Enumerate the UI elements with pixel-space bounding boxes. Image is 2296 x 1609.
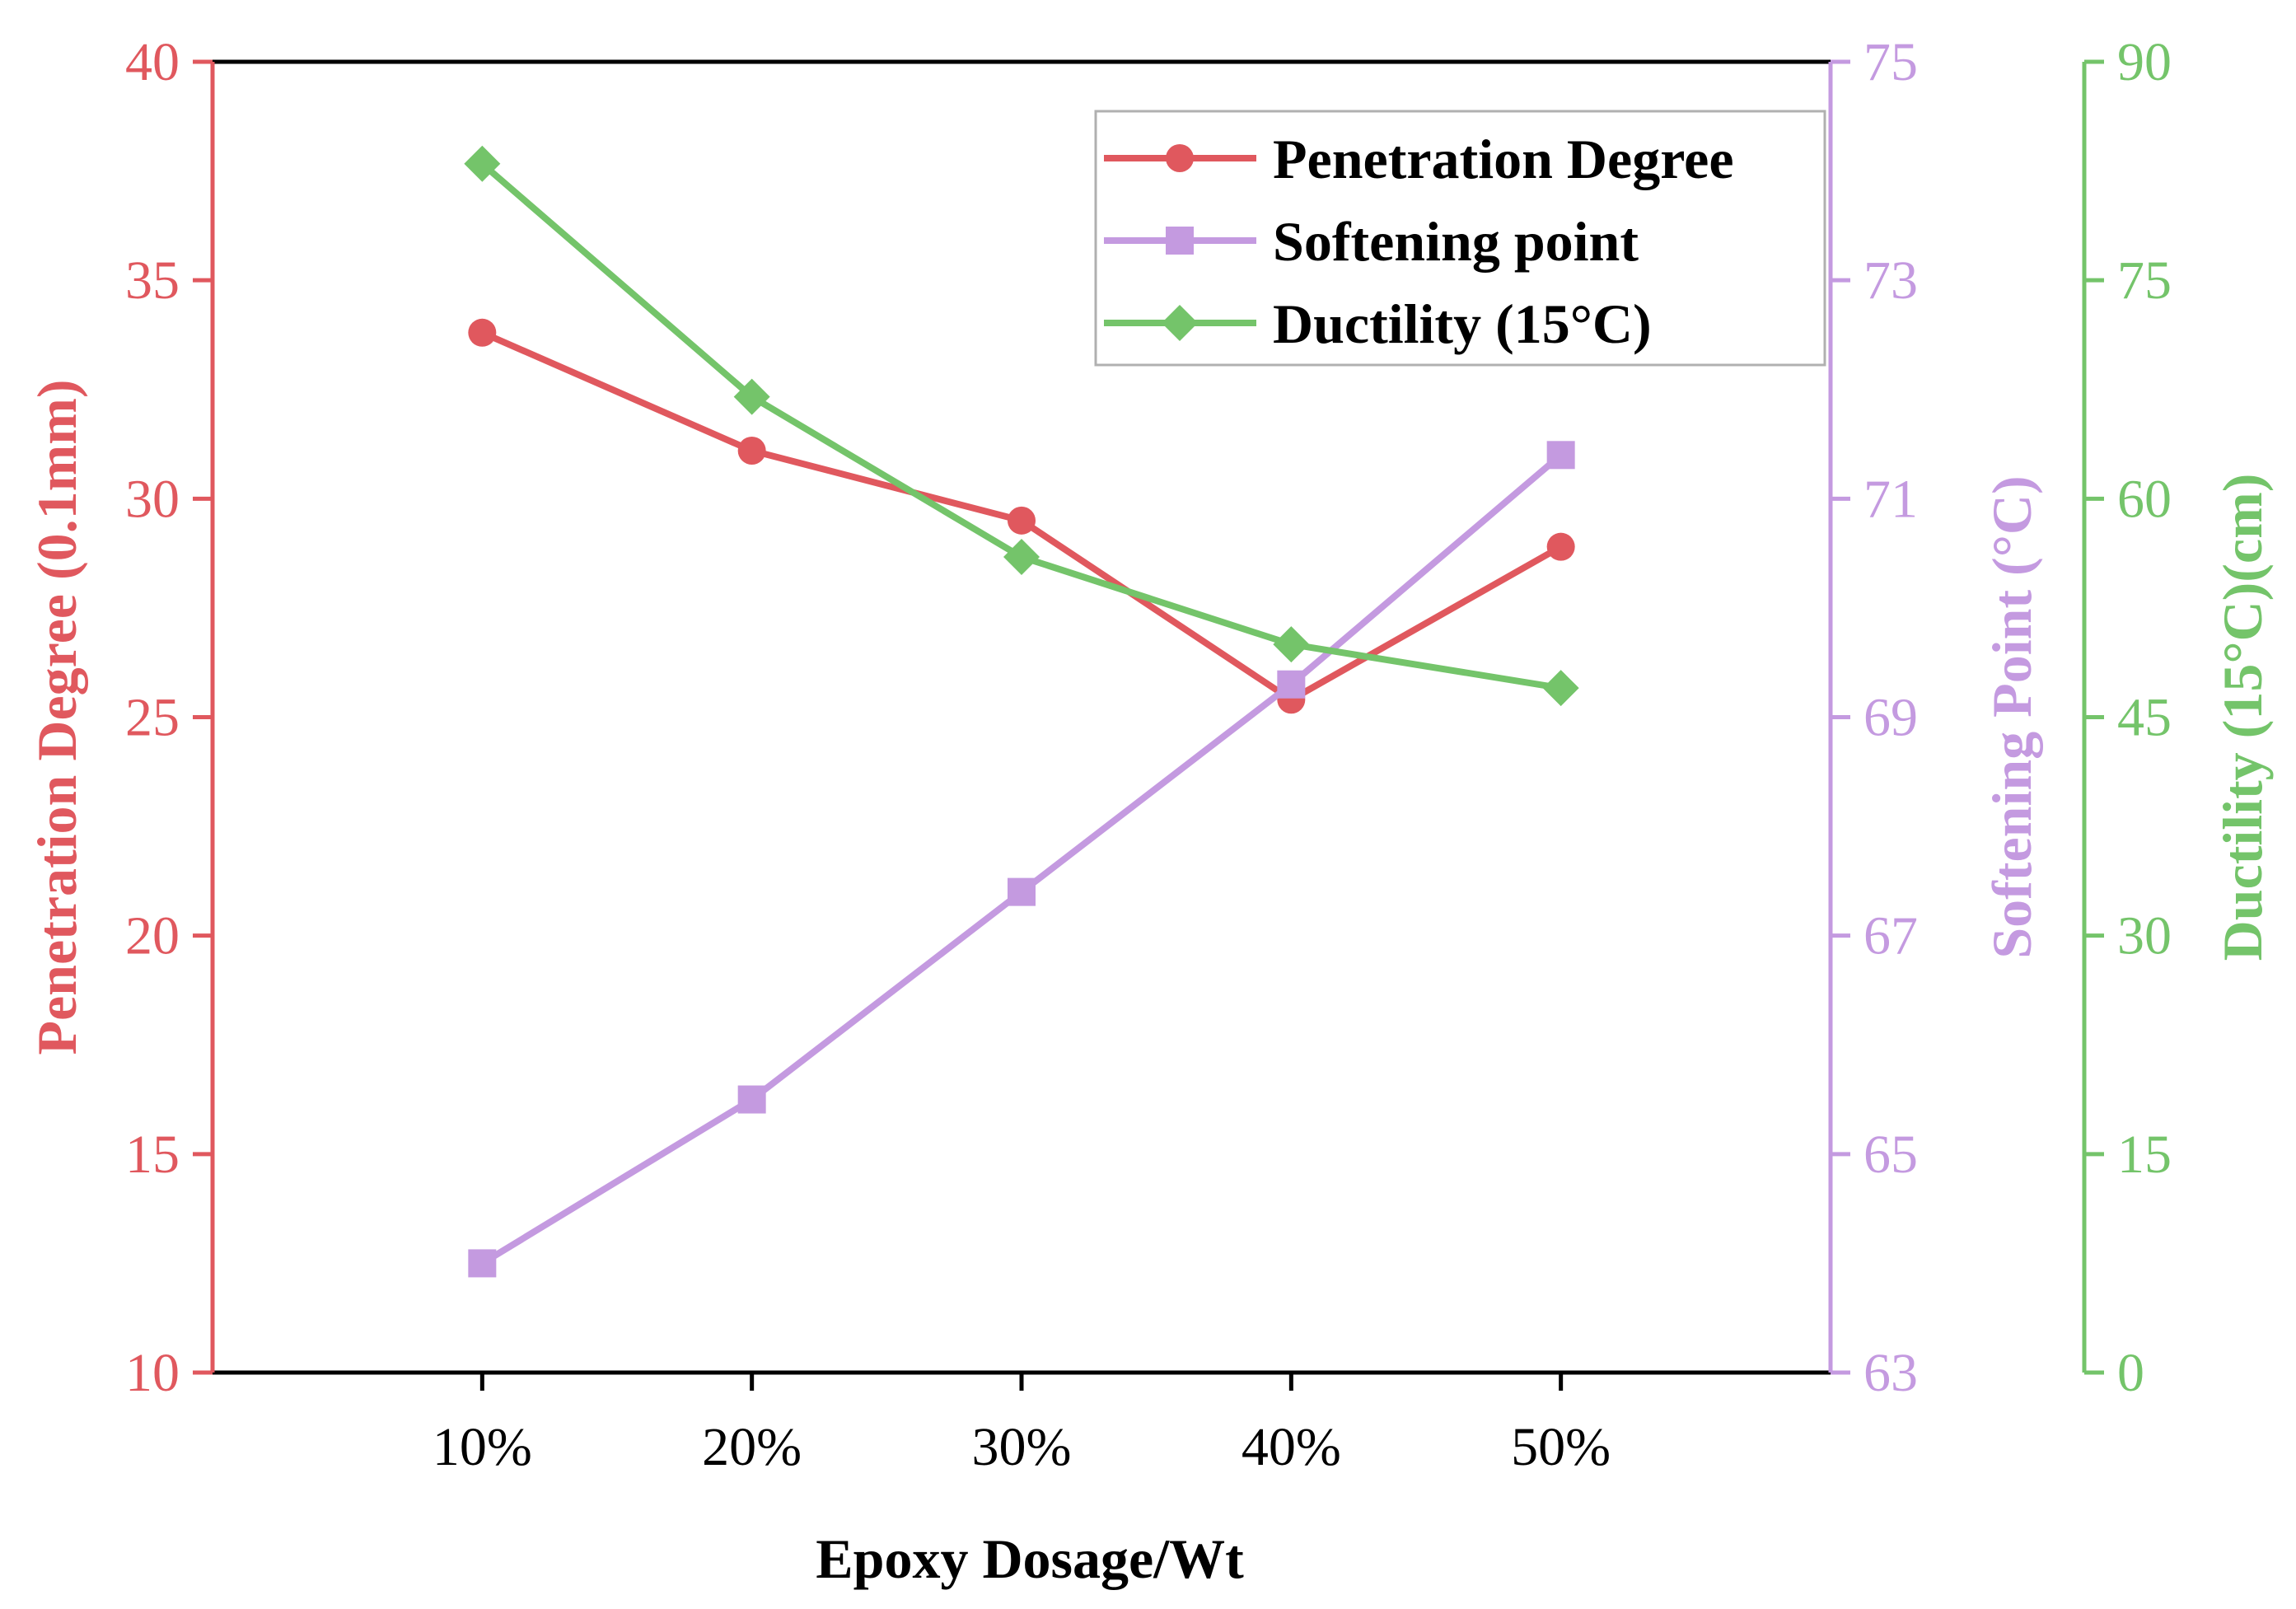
- softening-axis-title: Softening Point (°C): [1980, 475, 2043, 958]
- x-tick-label: 20%: [702, 1417, 802, 1477]
- ductility-tick-label: 15: [2117, 1125, 2172, 1185]
- x-tick-label: 50%: [1511, 1417, 1611, 1477]
- ductility-tick-label: 45: [2117, 688, 2172, 748]
- data-point-ductility-15-c: [1003, 539, 1040, 576]
- data-point-ductility-15-c: [1542, 670, 1579, 707]
- left-tick-label: 15: [125, 1125, 180, 1185]
- data-point-ductility-15-c: [464, 145, 501, 182]
- softening-tick-label: 71: [1863, 469, 1918, 529]
- data-point-softening-point: [468, 1249, 497, 1278]
- data-point-penetration-degree: [1008, 506, 1036, 535]
- x-tick-label: 40%: [1242, 1417, 1341, 1477]
- left-tick-label: 20: [125, 906, 180, 966]
- softening-tick-label: 69: [1863, 688, 1918, 748]
- left-tick-label: 35: [125, 250, 180, 311]
- left-tick-label: 40: [125, 32, 180, 92]
- softening-tick-label: 67: [1863, 906, 1918, 966]
- ductility-tick-label: 30: [2117, 906, 2172, 966]
- left-tick-label: 10: [125, 1343, 180, 1403]
- data-point-penetration-degree: [468, 318, 497, 347]
- data-point-penetration-degree: [1546, 532, 1575, 561]
- x-axis-title: Epoxy Dosage/Wt: [816, 1527, 1244, 1590]
- legend-marker: [1166, 227, 1194, 255]
- ductility-tick-label: 75: [2117, 250, 2172, 311]
- legend-marker: [1162, 305, 1198, 341]
- softening-tick-label: 75: [1863, 32, 1918, 92]
- data-point-softening-point: [1277, 670, 1306, 699]
- softening-tick-label: 63: [1863, 1343, 1918, 1403]
- data-point-ductility-15-c: [733, 378, 770, 415]
- legend-label: Softening point: [1273, 210, 1639, 273]
- legend-marker: [1166, 144, 1194, 172]
- left-tick-label: 30: [125, 469, 180, 529]
- softening-tick-label: 65: [1863, 1125, 1918, 1185]
- data-point-softening-point: [1546, 441, 1575, 470]
- left-tick-label: 25: [125, 688, 180, 748]
- left-axis-title: Penetration Degree (0.1mm): [26, 379, 88, 1055]
- ductility-tick-label: 60: [2117, 469, 2172, 529]
- ductility-tick-label: 0: [2117, 1343, 2144, 1403]
- x-tick-label: 30%: [972, 1417, 1072, 1477]
- legend-label: Penetration Degree: [1273, 128, 1734, 190]
- legend-label: Ductility (15°C): [1273, 292, 1652, 355]
- data-point-ductility-15-c: [1273, 626, 1310, 663]
- x-tick-label: 10%: [433, 1417, 532, 1477]
- data-point-softening-point: [1008, 877, 1036, 906]
- ductility-tick-label: 90: [2117, 32, 2172, 92]
- data-point-penetration-degree: [737, 436, 766, 465]
- softening-tick-label: 73: [1863, 250, 1918, 311]
- plot-area: 10% 20% 30% 40% 50% 10 15 20 25 30 35 40 63 65 67 69 71 7…: [26, 32, 2274, 1477]
- ductility-axis-title: Ductility (15°C)(cm): [2211, 474, 2274, 961]
- data-point-softening-point: [737, 1085, 766, 1114]
